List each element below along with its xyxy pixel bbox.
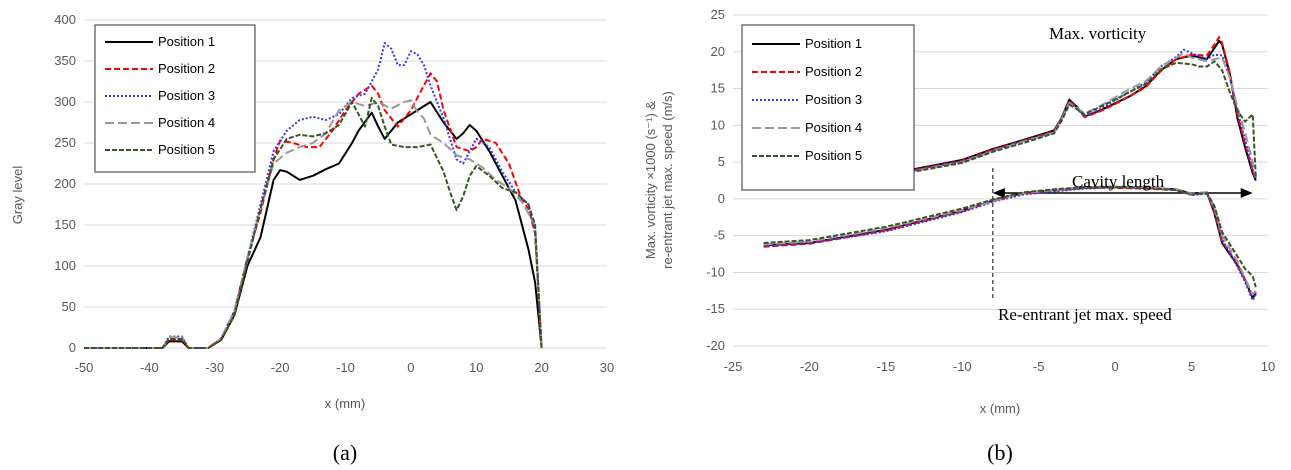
x-tick-label: -30 [205, 360, 224, 375]
series-line-2-upper [763, 36, 1257, 188]
panel-a-series [84, 42, 543, 349]
panel-b-legend: Position 1 Position 2 Position 3 Position 4… [741, 24, 915, 191]
y-tick-label: 300 [54, 94, 76, 109]
panel-a-legend: Position 1 Position 2 Position 3 Position 4… [94, 24, 256, 173]
annotation-reentrant-jet: Re-entrant jet max. speed [998, 305, 1172, 324]
x-tick-label: -20 [800, 359, 819, 374]
x-tick-label: 0 [1112, 359, 1119, 374]
panel-b-series [763, 36, 1257, 302]
x-tick-label: 20 [534, 360, 548, 375]
legend-label-4: Position 4 [805, 120, 862, 135]
y-tick-label: 0 [718, 191, 725, 206]
legend-label-2: Position 2 [805, 64, 862, 79]
x-tick-label: 5 [1188, 359, 1195, 374]
y-tick-label: 0 [69, 340, 76, 355]
x-tick-label: 0 [407, 360, 414, 375]
y-tick-label: 150 [54, 217, 76, 232]
y-tick-label: 25 [711, 7, 725, 22]
y-tick-label: 15 [711, 81, 725, 96]
x-tick-label: -25 [724, 359, 743, 374]
panel-b-caption: (b) [987, 440, 1013, 465]
legend-label-3: Position 3 [805, 92, 862, 107]
x-tick-label: -15 [876, 359, 895, 374]
arrowhead-right [1240, 188, 1253, 198]
x-tick-label: 30 [600, 360, 614, 375]
panel-a-tick-labels: 0 50 100 150 200 250 300 350 400 -50 -40 -30 -20 -10 0… [54, 12, 614, 375]
series-line-1-lower [763, 186, 1257, 300]
y-tick-label: -10 [706, 264, 725, 279]
series-line-4-lower [763, 185, 1257, 296]
panel-a-y-axis-label: Gray level [10, 166, 25, 225]
panel-a-x-axis-label: x (mm) [325, 396, 365, 411]
legend-label-4: Position 4 [158, 115, 215, 130]
series-line-2-lower [763, 186, 1257, 297]
legend-label-1: Position 1 [158, 34, 215, 49]
panel-b-y-axis-label-line1: Max. vorticity ×1000 (s⁻¹) & [643, 101, 658, 260]
y-tick-label: 100 [54, 258, 76, 273]
panel-b-x-axis-label: x (mm) [980, 401, 1020, 416]
series-line-5-lower [763, 186, 1257, 288]
x-tick-label: 10 [469, 360, 483, 375]
x-tick-label: -10 [953, 359, 972, 374]
y-tick-label: 5 [718, 154, 725, 169]
y-tick-label: 400 [54, 12, 76, 27]
panel-a-legend-box [94, 24, 256, 173]
y-tick-label: 200 [54, 176, 76, 191]
x-tick-label: -10 [336, 360, 355, 375]
y-tick-label: 250 [54, 135, 76, 150]
arrowhead-left [992, 188, 1005, 198]
series-line-3 [84, 42, 543, 349]
x-tick-label: 10 [1261, 359, 1275, 374]
x-tick-label: -5 [1033, 359, 1045, 374]
panel-a-caption: (a) [333, 440, 357, 465]
x-tick-label: -40 [140, 360, 159, 375]
annotation-cavity-length: Cavity length [1072, 172, 1165, 191]
series-line-5-upper [763, 60, 1257, 189]
y-tick-label: -20 [706, 338, 725, 353]
y-tick-label: 50 [62, 299, 76, 314]
annotation-max-vorticity: Max. vorticity [1049, 24, 1147, 43]
chart-panel-a: 0 50 100 150 200 250 300 350 400 -50 -40 -30 -20 -10 0… [10, 12, 614, 465]
x-tick-label: -50 [75, 360, 94, 375]
x-tick-label: -20 [271, 360, 290, 375]
legend-label-2: Position 2 [158, 61, 215, 76]
legend-label-1: Position 1 [805, 36, 862, 51]
y-tick-label: -15 [706, 301, 725, 316]
y-tick-label: 350 [54, 53, 76, 68]
panel-b-y-axis-label-line2: re-entrant jet max. speed (m/s) [660, 91, 675, 269]
y-tick-label: 20 [711, 44, 725, 59]
panel-b-legend-box [741, 24, 915, 191]
series-line-5 [84, 96, 543, 349]
legend-label-5: Position 5 [158, 142, 215, 157]
legend-label-3: Position 3 [158, 88, 215, 103]
series-line-3-lower [763, 186, 1257, 302]
y-tick-label: 10 [711, 117, 725, 132]
series-line-3-upper [763, 48, 1257, 189]
legend-label-5: Position 5 [805, 148, 862, 163]
panel-b-tick-labels: -20 -15 -10 -5 0 5 10 15 20 25 -25 -20 -15 -10 -5 0 5 10 [706, 7, 1275, 374]
y-tick-label: -5 [713, 228, 725, 243]
